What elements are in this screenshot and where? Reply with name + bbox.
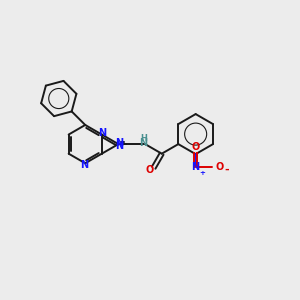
Text: +: + bbox=[199, 170, 205, 176]
Text: N: N bbox=[80, 160, 88, 170]
Text: N: N bbox=[98, 128, 106, 138]
Text: O: O bbox=[191, 142, 200, 152]
Text: N: N bbox=[115, 138, 123, 148]
Text: N: N bbox=[139, 138, 147, 148]
Text: O: O bbox=[215, 162, 223, 172]
Text: N: N bbox=[192, 162, 200, 172]
Text: N: N bbox=[115, 141, 123, 151]
Text: H: H bbox=[140, 134, 147, 143]
Text: O: O bbox=[146, 165, 154, 175]
Text: -: - bbox=[225, 165, 230, 175]
